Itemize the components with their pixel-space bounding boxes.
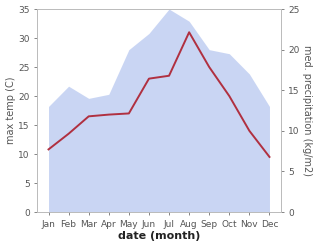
Y-axis label: max temp (C): max temp (C) <box>5 77 16 144</box>
Y-axis label: med. precipitation (kg/m2): med. precipitation (kg/m2) <box>302 45 313 176</box>
X-axis label: date (month): date (month) <box>118 231 200 242</box>
